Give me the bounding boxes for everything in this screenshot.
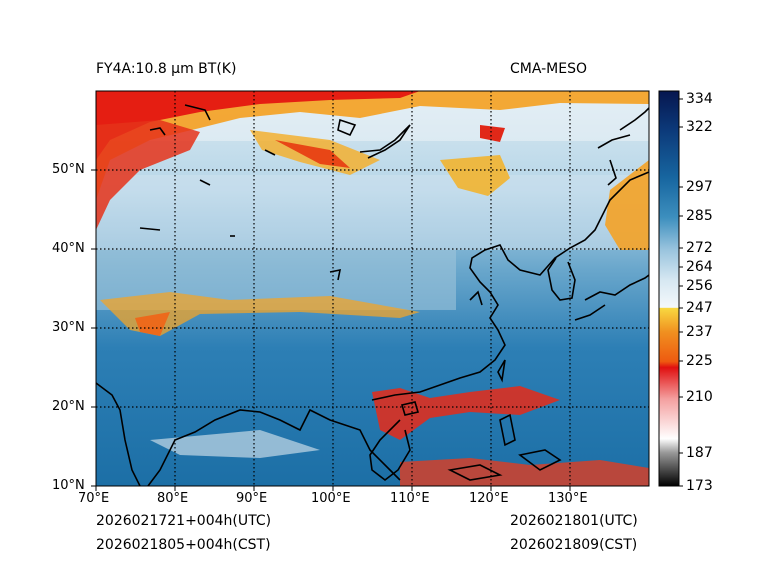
colorbar-label-237: 237 (686, 324, 713, 340)
colorbar-label-225: 225 (686, 353, 713, 369)
colorbar-label-210: 210 (686, 389, 713, 405)
lat-label-30: 30°N (52, 320, 85, 335)
valid-time-cst: 2026021809(CST) (510, 537, 638, 553)
colorbar-label-187: 187 (686, 445, 713, 461)
lon-label-130: 130°E (548, 491, 588, 506)
lat-label-10: 10°N (52, 478, 85, 493)
colorbar-label-247: 247 (686, 300, 713, 316)
graticule (96, 91, 649, 486)
valid-time-utc: 2026021801(UTC) (510, 513, 638, 529)
lon-label-90: 90°E (236, 491, 268, 506)
lat-tick-marks (91, 169, 96, 487)
colorbar-label-264: 264 (686, 259, 713, 275)
init-time-utc: 2026021721+004h(UTC) (96, 513, 272, 529)
cloud-band-north (96, 91, 649, 200)
coastlines (96, 104, 649, 486)
colorbar-ticks (679, 98, 683, 487)
model-name: CMA-MESO (510, 61, 588, 77)
lat-label-20: 20°N (52, 399, 85, 414)
colorbar-label-297: 297 (686, 179, 713, 195)
lon-label-70: 70°E (78, 491, 110, 506)
lon-label-80: 80°E (157, 491, 189, 506)
colorbar-label-272: 272 (686, 240, 713, 256)
colorbar (658, 90, 680, 487)
lat-label-40: 40°N (52, 241, 85, 256)
colorbar-label-173: 173 (686, 478, 713, 494)
map-border (95, 90, 650, 487)
init-time-cst: 2026021805+004h(CST) (96, 537, 271, 553)
colorbar-label-256: 256 (686, 278, 713, 294)
lon-label-120: 120°E (469, 491, 509, 506)
lon-label-100: 100°E (311, 491, 351, 506)
map-title: FY4A:10.8 µm BT(K) (96, 61, 237, 77)
colorbar-label-322: 322 (686, 119, 713, 135)
lat-label-50: 50°N (52, 162, 85, 177)
colorbar-label-285: 285 (686, 208, 713, 224)
lon-tick-marks (95, 486, 571, 491)
lon-label-110: 110°E (390, 491, 430, 506)
colorbar-label-334: 334 (686, 91, 713, 107)
